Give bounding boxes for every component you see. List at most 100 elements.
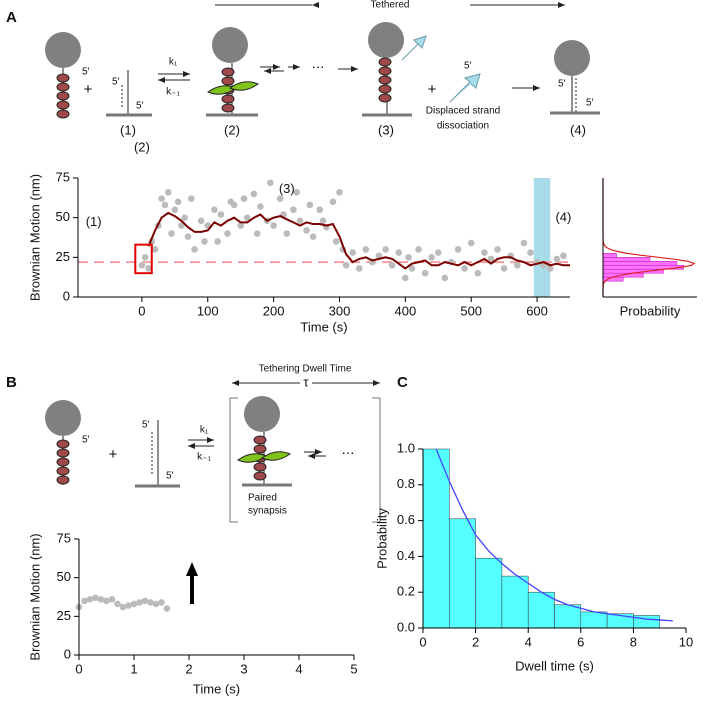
label: 5′: [82, 67, 90, 78]
x-axis-label: Time (s): [300, 319, 347, 334]
label: k₁: [169, 57, 178, 68]
point: [138, 261, 146, 269]
point: [136, 599, 143, 606]
point: [329, 198, 337, 206]
point: [553, 255, 561, 263]
point: [267, 179, 274, 187]
point: [224, 230, 231, 237]
panel-label: B: [6, 374, 17, 391]
point: [145, 265, 152, 272]
point: [163, 605, 171, 612]
label: dissociation: [437, 121, 489, 132]
point: [382, 246, 389, 253]
point: [342, 261, 350, 269]
point: [201, 238, 208, 245]
y-tick-label: 0: [63, 288, 70, 303]
strand-arrow: [449, 73, 481, 103]
label: +: [84, 81, 93, 98]
point: [375, 252, 383, 260]
x-tick-label: 1: [130, 661, 137, 676]
point: [119, 603, 127, 611]
label: 5′: [558, 79, 566, 90]
label: 5′: [136, 101, 144, 112]
point: [500, 265, 508, 272]
bar: [554, 604, 582, 629]
label: (2): [224, 122, 240, 137]
chart: 0 25 50 75 0 1 2 3 4 5 Time (s) Brownian Motion (nm…: [27, 530, 357, 696]
point: [151, 246, 159, 253]
point: [240, 195, 248, 202]
label: ⋯: [312, 59, 325, 74]
point: [487, 255, 495, 263]
x-tick-label: 2: [472, 634, 479, 649]
diagram-b: B 5′ + 5′ 5′ k₁ k₋₁ Tethering Dwell Time…: [6, 364, 408, 604]
annotation: (3): [279, 181, 295, 196]
fit-curve: [435, 448, 673, 622]
label: τ: [303, 374, 309, 389]
bar: [422, 448, 450, 629]
y-tick-label: 0.8: [397, 476, 415, 491]
x-tick-label: 4: [525, 634, 532, 649]
point: [316, 206, 324, 214]
x-tick-label: 8: [630, 634, 637, 649]
point: [415, 246, 422, 253]
point: [230, 201, 238, 209]
y-tick-label: 75: [57, 530, 71, 545]
point: [560, 252, 567, 260]
bar: [580, 611, 608, 629]
chart: 0.0 0.2 0.4 0.6 0.8 1.0 0 2 4 6 8 10 Dwell time (s) P…: [374, 440, 693, 673]
panel-label: A: [6, 9, 17, 26]
proteins: [56, 439, 70, 485]
point: [103, 597, 110, 605]
label: (3): [378, 122, 394, 137]
point: [92, 594, 99, 602]
point: [174, 198, 182, 206]
point: [514, 261, 521, 269]
point: [405, 254, 412, 261]
y-tick-label: 25: [56, 249, 70, 264]
label: 5′: [586, 98, 594, 109]
point: [461, 265, 468, 272]
y-tick-label: 75: [56, 169, 70, 184]
x-tick-label: 5: [350, 661, 357, 676]
label: 5′: [464, 61, 472, 72]
x-tick-label: 400: [394, 303, 416, 318]
point: [474, 269, 482, 277]
label: ⋯: [342, 445, 355, 460]
bead: [368, 22, 404, 58]
bead: [244, 396, 280, 432]
point: [253, 230, 261, 237]
point: [290, 206, 297, 214]
label: 5′: [142, 420, 150, 431]
x-tick-label: 100: [197, 303, 219, 318]
y-tick-label: 0: [64, 646, 71, 661]
point: [114, 600, 121, 608]
x-tick-label: 3: [240, 661, 247, 676]
point: [402, 274, 409, 282]
label: 5′: [112, 77, 120, 88]
y-tick-label: 0.6: [397, 512, 415, 527]
point: [97, 596, 105, 603]
diagram-a: A Tethered 5′ + 5′ 5′ (1) k₁ k₋₁ (2) ⋯ (…: [6, 0, 600, 137]
point: [306, 201, 314, 209]
x-tick-label: 500: [460, 303, 482, 318]
bead: [45, 400, 81, 436]
point: [270, 222, 277, 229]
point: [187, 195, 195, 202]
highlight-band: [533, 178, 551, 297]
point: [178, 222, 185, 229]
annotation: (4): [555, 209, 571, 224]
point: [481, 249, 488, 256]
point: [454, 246, 462, 253]
label: Tethering Dwell Time: [259, 364, 352, 375]
x-tick-label: 6: [577, 634, 584, 649]
label: 5′: [166, 471, 174, 482]
label: 5′: [82, 435, 90, 446]
bar: [527, 591, 555, 629]
point: [130, 600, 138, 608]
point: [152, 600, 160, 608]
label: (4): [570, 122, 586, 137]
x-tick-label: 600: [526, 303, 548, 318]
line: [147, 211, 570, 270]
